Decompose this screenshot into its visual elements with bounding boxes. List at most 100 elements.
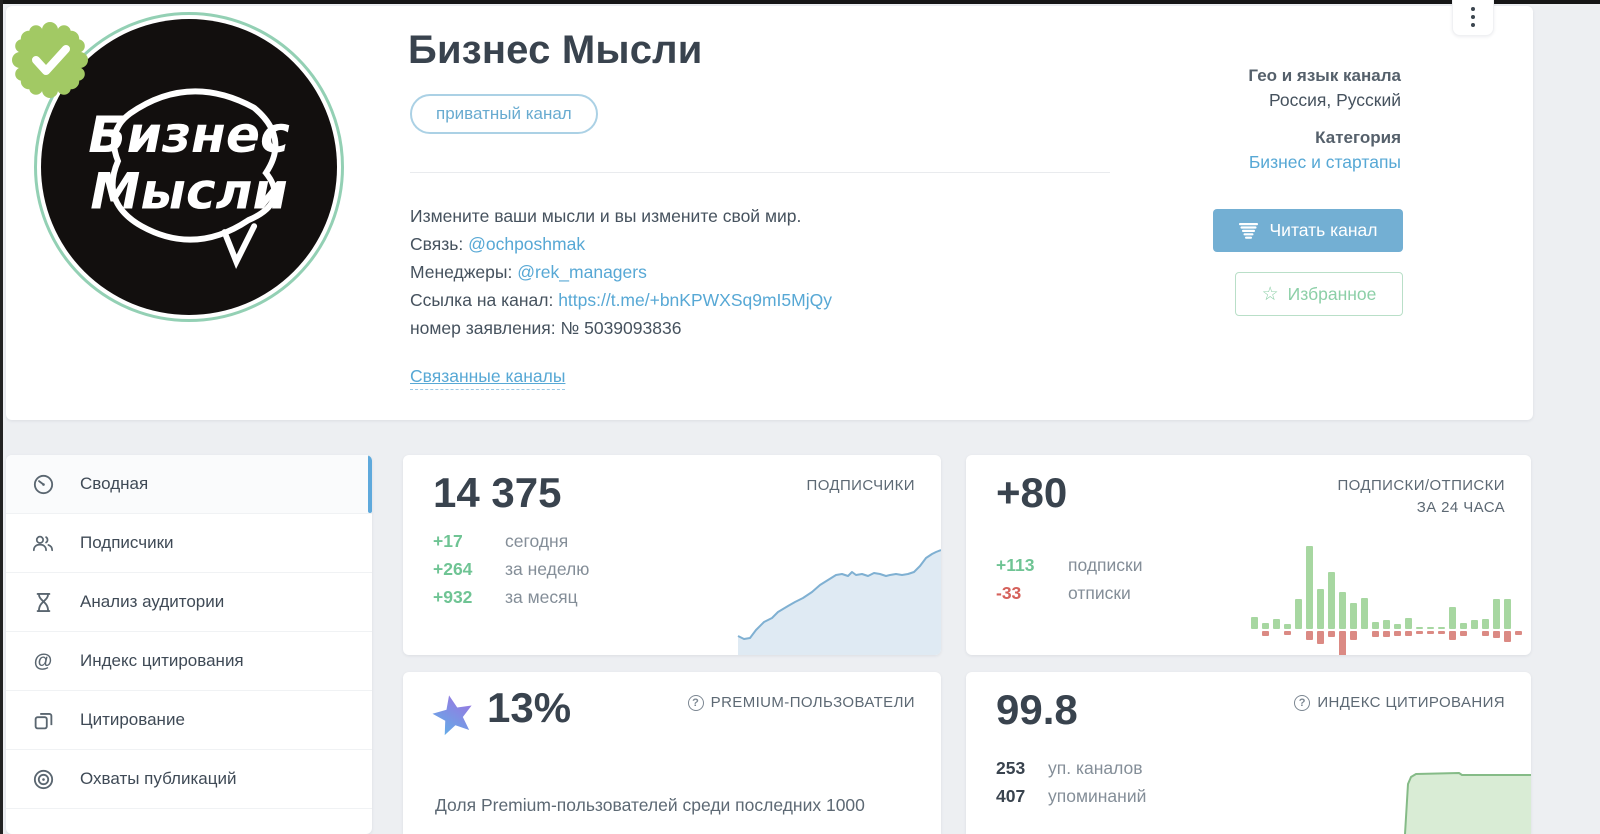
stat-delta-row: +264 за неделю (433, 559, 589, 580)
delta-value: -33 (996, 583, 1022, 603)
svg-text:Бизнес: Бизнес (88, 105, 290, 164)
related-channels-link[interactable]: Связанные каналы (410, 366, 566, 390)
feed-lines-icon (1238, 222, 1258, 239)
citation-stats: 253 уп. каналов 407 упоминаний (996, 758, 1146, 814)
gauge-icon (32, 473, 54, 495)
sidebar-item-сводная[interactable]: Сводная (6, 455, 372, 514)
delta-value: +113 (996, 555, 1035, 575)
stat-label: упоминаний (1048, 786, 1147, 806)
subscribers-card: 14 375 ПОДПИСЧИКИ +17 сегодня +264 за недел… (403, 455, 941, 655)
subscribers-trend-chart (737, 549, 941, 655)
private-channel-badge: приватный канал (410, 94, 598, 134)
svg-text:Мысли: Мысли (90, 161, 288, 220)
citation-card-label: ? ИНДЕКС ЦИТИРОВАНИЯ (1294, 694, 1505, 711)
geo-label: Гео и язык канала (1248, 66, 1401, 85)
premium-star-icon (432, 695, 472, 736)
avatar-image: Бизнес Мысли (41, 19, 337, 315)
eye-icon (32, 768, 54, 790)
description-line: Менеджеры: @rek_managers (410, 262, 647, 282)
sidebar-item-label: Сводная (80, 474, 149, 493)
channel-header-card: Бизнес Мысли Бизнес Мысли приватный кана… (6, 6, 1533, 420)
subscribers-card-label: ПОДПИСЧИКИ (806, 477, 915, 494)
stat-num-row: 407 упоминаний (996, 786, 1146, 807)
sidebar-nav: Сводная Подписчики Анализ аудитории @ Индекс… (6, 455, 372, 834)
description-line: Связь: @ochposhmak (410, 234, 586, 254)
delta-period: подписки (1068, 555, 1143, 575)
sidebar-item-анализ-аудитории[interactable]: Анализ аудитории (6, 573, 372, 632)
net-subscribers-24h: +80 (996, 469, 1068, 516)
delta-period: сегодня (505, 531, 569, 551)
sidebar-item-label: Цитирование (80, 710, 185, 729)
delta-period: за месяц (505, 587, 578, 607)
premium-share: 13% (487, 684, 572, 731)
avatar-ring (34, 12, 344, 322)
users-icon (32, 532, 54, 554)
channel-url-link[interactable]: https://t.me/+bnKPWXSq9mI5MjQy (558, 290, 832, 310)
sidebar-item-цитирование[interactable]: Цитирование (6, 691, 372, 750)
help-icon[interactable]: ? (1294, 694, 1311, 711)
sidebar-item-label: Анализ аудитории (80, 592, 225, 611)
stat-number: 407 (996, 786, 1026, 806)
flow-card-sublabel: ЗА 24 ЧАСА (1416, 499, 1505, 516)
category-link[interactable]: Бизнес и стартапы (1248, 152, 1401, 172)
stat-delta-row: -33 отписки (996, 583, 1142, 604)
description-line: номер заявления: № 5039093836 (410, 318, 682, 338)
sidebar-item-индекс-цитирования[interactable]: @ Индекс цитирования (6, 632, 372, 691)
page-title: Бизнес Мысли (408, 28, 703, 72)
star-icon: ☆ (1261, 283, 1279, 305)
subscribers-deltas: +17 сегодня +264 за неделю +932 за месяц (433, 531, 589, 615)
at-icon: @ (33, 650, 53, 672)
channel-description: Измените ваши мысли и вы измените свой м… (410, 202, 832, 342)
delta-value: +264 (433, 559, 473, 579)
contact-link[interactable]: @ochposhmak (468, 234, 586, 254)
sidebar-item-label: Индекс цитирования (80, 651, 244, 670)
sidebar-item-подписчики[interactable]: Подписчики (6, 514, 372, 573)
verified-check-icon (12, 22, 88, 98)
flow-bar-chart (1251, 546, 1522, 655)
window-edge-top (0, 0, 1600, 4)
window-edge-left (0, 0, 3, 834)
avatar-brain-lettering: Бизнес Мысли (88, 88, 290, 269)
geo-value: Россия, Русский (1268, 90, 1401, 110)
more-options-button[interactable] (1452, 0, 1494, 36)
stat-delta-row: +17 сегодня (433, 531, 589, 552)
stat-label: уп. каналов (1048, 758, 1143, 778)
sidebar-item-охваты-публикаций[interactable]: Охваты публикаций (6, 750, 372, 809)
favorite-button[interactable]: ☆ Избранное (1235, 272, 1403, 316)
description-line: Измените ваши мысли и вы измените свой м… (410, 206, 802, 226)
sidebar-item-label: Охваты публикаций (80, 769, 237, 788)
blank-icon (32, 827, 54, 834)
flow-card-label: ПОДПИСКИ/ОТПИСКИ (1337, 477, 1505, 494)
stat-delta-row: +113 подписки (996, 555, 1142, 576)
flow-deltas: +113 подписки -33 отписки (996, 555, 1142, 611)
delta-value: +17 (433, 531, 463, 551)
read-channel-button[interactable]: Читать канал (1213, 209, 1403, 252)
premium-users-card: 13% ? PREMIUM-ПОЛЬЗОВАТЕЛИ Доля Premium-… (403, 672, 941, 834)
category-label: Категория (1315, 128, 1401, 147)
quote-icon (32, 709, 54, 731)
subs-unsubs-card: +80 ПОДПИСКИ/ОТПИСКИ ЗА 24 ЧАСА +113 подп… (966, 455, 1531, 655)
sidebar-item-label: Подписчики (80, 533, 174, 552)
citation-index-value: 99.8 (996, 686, 1078, 733)
delta-value: +932 (433, 587, 473, 607)
subscribers-count: 14 375 (433, 469, 562, 516)
active-indicator (368, 455, 372, 513)
help-icon[interactable]: ? (687, 694, 704, 711)
stat-number: 253 (996, 758, 1026, 778)
delta-period: отписки (1068, 583, 1131, 603)
header-divider (410, 172, 1110, 173)
hourglass-icon (32, 591, 54, 613)
description-line: Ссылка на канал: https://t.me/+bnKPWXSq9… (410, 290, 832, 310)
citation-trend-chart (1404, 772, 1531, 834)
managers-link[interactable]: @rek_managers (517, 262, 647, 282)
kebab-icon (1471, 7, 1475, 27)
premium-description: Доля Premium-пользователей среди последн… (435, 795, 865, 815)
delta-period: за неделю (505, 559, 590, 579)
stat-delta-row: +932 за месяц (433, 587, 589, 608)
channel-avatar: Бизнес Мысли (34, 12, 344, 322)
citation-index-card: 99.8 ? ИНДЕКС ЦИТИРОВАНИЯ 253 уп. каналов… (966, 672, 1531, 834)
premium-card-label: ? PREMIUM-ПОЛЬЗОВАТЕЛИ (687, 694, 915, 711)
sidebar-item-partial[interactable] (6, 809, 372, 834)
stat-num-row: 253 уп. каналов (996, 758, 1146, 779)
